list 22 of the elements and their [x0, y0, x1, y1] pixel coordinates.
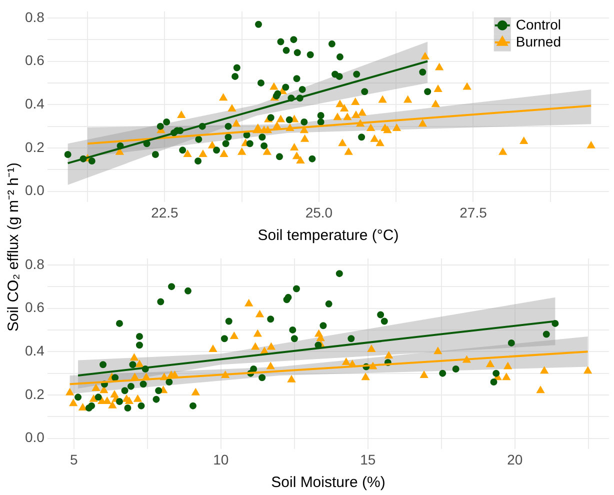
y-tick-label: 0.4 — [24, 342, 45, 358]
y-tick-label: 0.6 — [24, 299, 45, 316]
y-axis-title: Soil CO₂ efflux (g m⁻² h⁻¹) — [4, 162, 22, 332]
legend-label: Control — [516, 16, 561, 32]
y-tick-label: 0.8 — [24, 256, 45, 272]
x-axis-title: Soil temperature (°C) — [258, 227, 399, 244]
x-tick-label: 27.5 — [460, 204, 488, 220]
y-tick-label: 0.4 — [24, 95, 45, 112]
y-tick-label: 0.6 — [24, 52, 45, 68]
x-tick-label: 10 — [213, 451, 229, 468]
x-tick-label: 5 — [70, 451, 78, 468]
x-axis-title: Soil Moisture (%) — [271, 474, 386, 492]
y-tick-label: 0.0 — [24, 429, 45, 446]
y-tick-label: 0.0 — [24, 182, 45, 198]
x-tick-label: 22.5 — [151, 204, 179, 220]
legend-label: Burned — [516, 33, 562, 50]
y-tick-label: 0.2 — [24, 386, 45, 402]
y-tick-label: 0.8 — [24, 8, 45, 25]
x-tick-label: 15 — [360, 451, 376, 468]
x-tick-label: 25.0 — [305, 204, 333, 220]
y-tick-label: 0.2 — [24, 138, 45, 155]
x-tick-label: 20 — [507, 451, 523, 468]
